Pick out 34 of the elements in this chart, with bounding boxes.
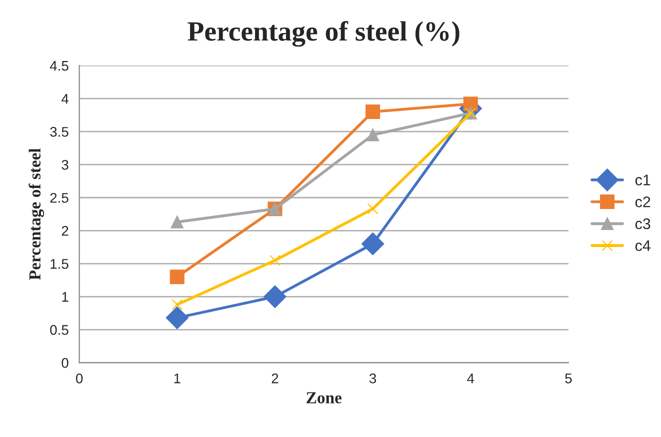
point <box>366 104 380 120</box>
point <box>367 203 378 214</box>
point <box>166 306 188 330</box>
point <box>366 128 380 142</box>
y-tick-label: 4.5 <box>50 61 68 71</box>
point <box>361 232 384 256</box>
legend-label: c2 <box>635 196 650 208</box>
y-tick-label: 3 <box>62 160 68 170</box>
y-tick-label: 0.5 <box>50 325 68 335</box>
y-tick-label: 4 <box>62 94 68 104</box>
legend-label: c1 <box>635 174 650 186</box>
x-tick-label: 1 <box>174 374 180 384</box>
x-tick-label: 2 <box>272 373 278 384</box>
y-tick-label: 2.5 <box>50 192 68 203</box>
legend-label: c4 <box>635 240 650 252</box>
point <box>463 96 478 112</box>
point <box>170 216 184 228</box>
legend-label: c3 <box>635 218 650 230</box>
y-tick-label: 3.5 <box>50 126 68 137</box>
y-tick-label: 1 <box>62 292 68 302</box>
point <box>170 270 184 284</box>
x-tick-label: 5 <box>565 374 572 384</box>
point <box>172 299 183 310</box>
y-tick-label: 0 <box>62 358 68 368</box>
y-tick-label: 1.5 <box>50 259 68 269</box>
y-tick-label: 2 <box>62 226 68 236</box>
y-axis-title: Percentage of steel <box>28 148 44 280</box>
point <box>264 285 286 308</box>
chart-title: Percentage of steel (%) <box>188 20 460 47</box>
point <box>270 254 280 266</box>
x-tick-label: 3 <box>369 373 376 384</box>
x-tick-label: 4 <box>467 374 474 384</box>
x-axis-title: Zone <box>306 392 342 404</box>
x-tick-label: 0 <box>76 373 83 384</box>
